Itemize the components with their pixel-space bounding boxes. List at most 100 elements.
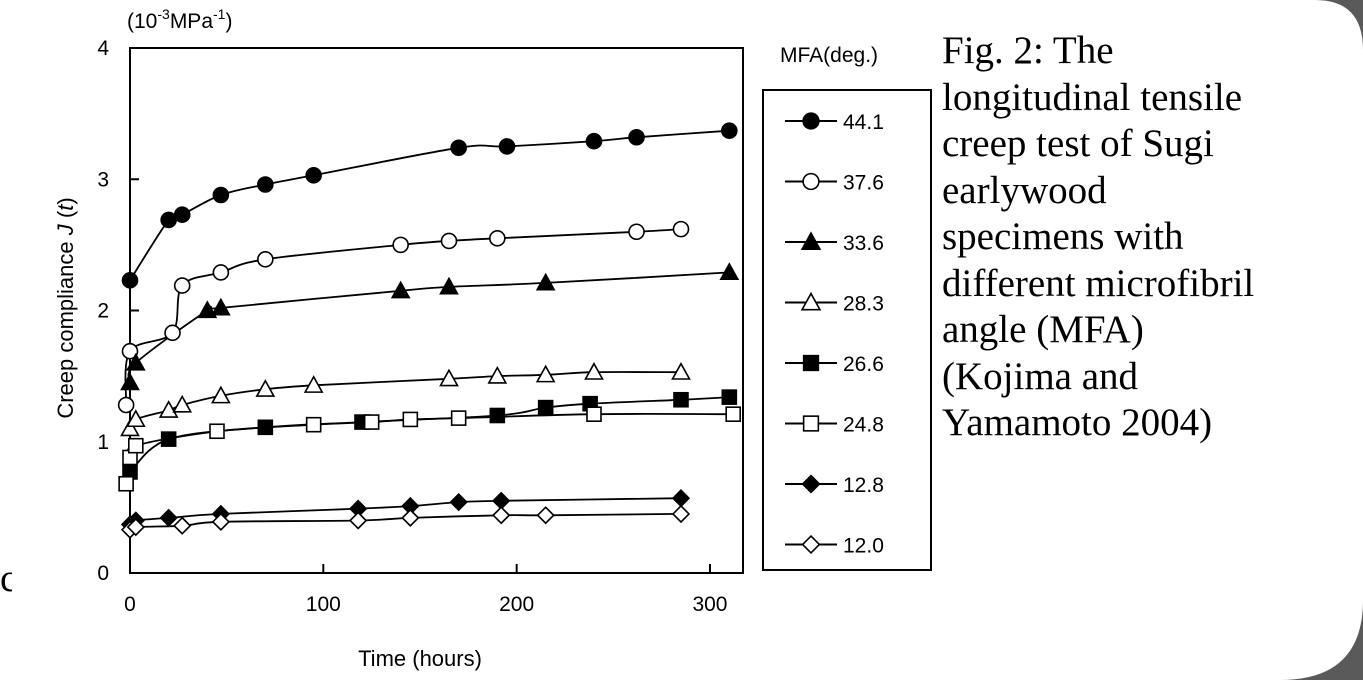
data-point-26.6 [489, 407, 506, 424]
chart: 0 1 2 3 4 0 100 200 300 (10-3MPa-1) Creep compli… [53, 6, 932, 671]
data-point-12.0 [211, 512, 230, 531]
data-point-26.6 [537, 399, 554, 416]
data-point-37.6 [212, 264, 230, 281]
data-point-28.3 [211, 385, 231, 404]
data-point-37.6 [440, 232, 458, 250]
y-axis-label-main: Creep compliance [53, 235, 78, 418]
y-unit-prefix: (10 [127, 10, 157, 33]
data-points [117, 122, 741, 539]
data-point-28.3 [439, 368, 459, 387]
legend-box [762, 89, 932, 571]
data-point-28.3 [584, 362, 604, 380]
data-point-12.0 [126, 517, 145, 537]
series-line-44.1 [129, 129, 730, 281]
legend-marker-33.6 [800, 231, 822, 250]
x-tick-label: 200 [499, 593, 534, 616]
slide-corner-top-right [1315, 0, 1363, 50]
data-point-12.0 [671, 504, 691, 524]
y-tick-label: 1 [97, 431, 109, 454]
y-tick-label: 4 [97, 37, 109, 60]
legend-marker-26.6 [802, 354, 820, 372]
y-unit-close: ) [225, 10, 232, 33]
data-point-12.0 [401, 508, 420, 528]
data-point-33.6 [535, 272, 556, 291]
data-point-44.1 [498, 138, 516, 155]
legend-label-33.6: 33.6 [843, 232, 884, 255]
ticks: 0 1 2 3 4 0 100 200 300 [97, 37, 727, 616]
y-tick-label: 2 [97, 300, 109, 323]
data-point-28.3 [487, 365, 508, 384]
data-point-44.1 [212, 186, 230, 204]
legend-label-24.8: 24.8 [843, 414, 884, 437]
data-point-24.8 [118, 475, 134, 492]
data-point-33.6 [719, 262, 740, 281]
y-axis-label-close: ) [53, 197, 78, 204]
data-point-28.3 [671, 362, 691, 380]
data-point-26.6 [673, 391, 689, 408]
data-point-33.6 [120, 372, 140, 391]
data-point-24.8 [725, 406, 741, 422]
data-point-37.6 [164, 324, 181, 342]
legend-label-44.1: 44.1 [843, 111, 884, 134]
data-point-12.0 [173, 516, 192, 535]
data-point-37.6 [121, 342, 139, 360]
legend: 44.1 37.6 33.6 28.3 26.6 24.8 12.8 12.0 [785, 111, 884, 558]
data-point-26.6 [160, 431, 177, 447]
data-point-28.3 [255, 379, 276, 397]
data-point-12.0 [348, 511, 368, 530]
data-point-44.1 [121, 272, 139, 289]
data-point-37.6 [392, 236, 409, 254]
legend-label-26.6: 26.6 [843, 353, 884, 376]
data-point-26.6 [257, 419, 274, 436]
y-axis-label: Creep compliance J (t) [53, 197, 78, 418]
data-point-28.3 [158, 400, 179, 418]
data-point-24.8 [402, 411, 419, 428]
data-point-12.8 [449, 492, 468, 512]
legend-label-28.3: 28.3 [843, 293, 884, 316]
legend-marker-44.1 [802, 112, 820, 130]
data-point-28.3 [172, 394, 193, 413]
data-point-44.1 [585, 132, 603, 150]
y-unit-exponent-2: -1 [213, 6, 226, 22]
data-point-12.8 [671, 489, 691, 508]
data-point-24.8 [305, 416, 322, 433]
data-point-24.8 [363, 414, 380, 430]
y-axis-label-italic: J [53, 223, 78, 236]
y-axis-label-open: ( [53, 210, 78, 224]
data-point-37.6 [117, 396, 135, 414]
data-point-26.6 [721, 389, 738, 405]
data-point-37.6 [489, 230, 506, 247]
data-point-37.6 [173, 277, 191, 294]
data-point-33.6 [439, 276, 459, 295]
legend-label-12.8: 12.8 [843, 474, 884, 497]
legend-marker-28.3 [800, 291, 822, 311]
legend-label-37.6: 37.6 [843, 172, 884, 195]
data-point-33.6 [197, 300, 218, 319]
data-point-44.1 [257, 176, 274, 193]
x-axis-label: Time (hours) [358, 646, 482, 671]
y-tick-label: 0 [97, 562, 109, 585]
legend-marker-12.0 [801, 534, 821, 555]
slide-corner-bottom-right [1280, 600, 1363, 680]
data-point-12.0 [492, 506, 511, 525]
data-point-33.6 [390, 280, 411, 299]
data-point-33.6 [125, 352, 146, 371]
x-tick-label: 0 [124, 593, 136, 616]
y-axis-label-var: t [53, 204, 78, 211]
data-point-37.6 [257, 251, 274, 268]
legend-title: MFA(deg.) [780, 44, 878, 67]
data-point-24.8 [209, 423, 225, 440]
y-unit-suffix: MPa [170, 10, 214, 33]
data-point-28.3 [303, 375, 324, 393]
data-point-28.3 [125, 409, 146, 428]
data-point-28.3 [120, 418, 140, 437]
x-tick-label: 300 [692, 593, 727, 616]
x-tick-label: 100 [306, 593, 341, 616]
cut-off-text-fragment: c [0, 557, 12, 600]
y-unit-label: (10-3MPa-1) [127, 6, 232, 33]
y-unit-exponent: -3 [157, 6, 170, 22]
series-line-33.6 [127, 271, 730, 383]
data-point-24.8 [586, 406, 602, 422]
data-point-44.1 [173, 206, 191, 223]
